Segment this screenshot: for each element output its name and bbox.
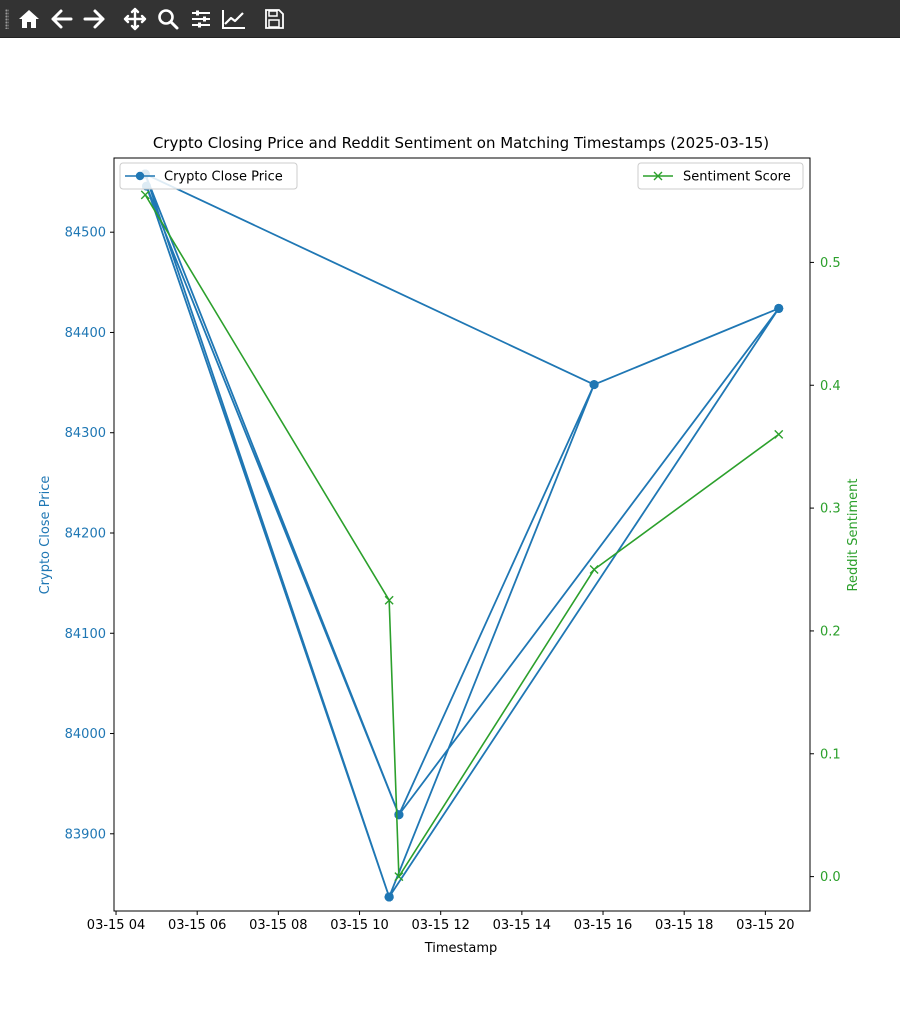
price-series-line: [144, 173, 780, 898]
toolbar-grip[interactable]: [5, 9, 9, 29]
legend-sentiment-marker: [653, 171, 663, 181]
price-point: [774, 303, 784, 313]
legend-price: Crypto Close Price: [119, 162, 298, 190]
y-right-tick-label: 0.1: [820, 747, 841, 762]
zoom-icon[interactable]: [154, 5, 182, 33]
home-icon[interactable]: [15, 5, 43, 33]
y-axis-left: 83900 84000 84100 84200 84300 84400 84500: [65, 226, 114, 842]
edit-axis-icon[interactable]: [220, 5, 248, 33]
pan-icon[interactable]: [121, 5, 149, 33]
price-point: [394, 810, 404, 820]
y-left-tick-label: 84200: [65, 526, 106, 541]
y-right-tick-label: 0.2: [820, 624, 841, 639]
price-point: [384, 892, 394, 902]
x-axis-label: Timestamp: [424, 941, 498, 956]
y-left-tick-label: 84000: [65, 727, 106, 742]
sentiment-point: [384, 595, 394, 605]
forward-arrow-icon[interactable]: [80, 5, 108, 33]
save-icon[interactable]: [260, 5, 288, 33]
y-left-tick-label: 84400: [65, 326, 106, 341]
toolbar: [0, 0, 900, 38]
y-right-tick-label: 0.5: [820, 256, 841, 271]
x-tick-label: 03-15 20: [736, 918, 794, 933]
x-tick-label: 03-15 08: [249, 918, 307, 933]
y-right-tick-label: 0.0: [820, 870, 841, 885]
x-tick-label: 03-15 16: [574, 918, 632, 933]
back-arrow-icon[interactable]: [48, 5, 76, 33]
x-tick-label: 03-15 14: [493, 918, 551, 933]
legend-sentiment: Sentiment Score: [637, 162, 804, 190]
sentiment-series-line: [144, 194, 780, 878]
legend-price-box: [119, 162, 298, 190]
y-left-tick-label: 84300: [65, 426, 106, 441]
legend-price-marker: [135, 171, 145, 181]
y-left-tick-label: 84500: [65, 226, 106, 241]
axes-frame: [113, 157, 811, 912]
sentiment-point: [589, 565, 599, 575]
plot-area: [113, 157, 811, 912]
y-axis-right-label: Reddit Sentiment: [846, 479, 861, 592]
sentiment-point: [394, 872, 404, 882]
configure-subplots-icon[interactable]: [187, 5, 215, 33]
x-tick-label: 03-15 10: [330, 918, 388, 933]
sentiment-point: [140, 190, 150, 200]
x-tick-label: 03-15 18: [655, 918, 713, 933]
chart-title: Crypto Closing Price and Reddit Sentimen…: [153, 134, 769, 152]
y-left-tick-label: 83900: [65, 827, 106, 842]
x-tick-label: 03-15 04: [87, 918, 145, 933]
y-axis-right: 0.0 0.1 0.2 0.3 0.4 0.5: [810, 256, 841, 885]
price-point: [589, 380, 599, 390]
y-right-tick-label: 0.3: [820, 502, 841, 517]
chart-figure: Crypto Closing Price and Reddit Sentimen…: [38, 134, 861, 956]
x-axis: 03-15 04 03-15 06 03-15 08 03-15 10 03-15 12…: [87, 911, 795, 933]
legend-sentiment-label: Sentiment Score: [683, 170, 791, 185]
x-tick-label: 03-15 12: [411, 918, 469, 933]
sentiment-point: [774, 429, 784, 439]
y-axis-left-label: Crypto Close Price: [38, 476, 53, 595]
y-right-tick-label: 0.4: [820, 379, 841, 394]
y-left-tick-label: 84100: [65, 627, 106, 642]
x-tick-label: 03-15 06: [168, 918, 226, 933]
series-layer: [140, 169, 784, 902]
legend-price-label: Crypto Close Price: [164, 170, 283, 185]
legend-sentiment-box: [637, 162, 804, 190]
